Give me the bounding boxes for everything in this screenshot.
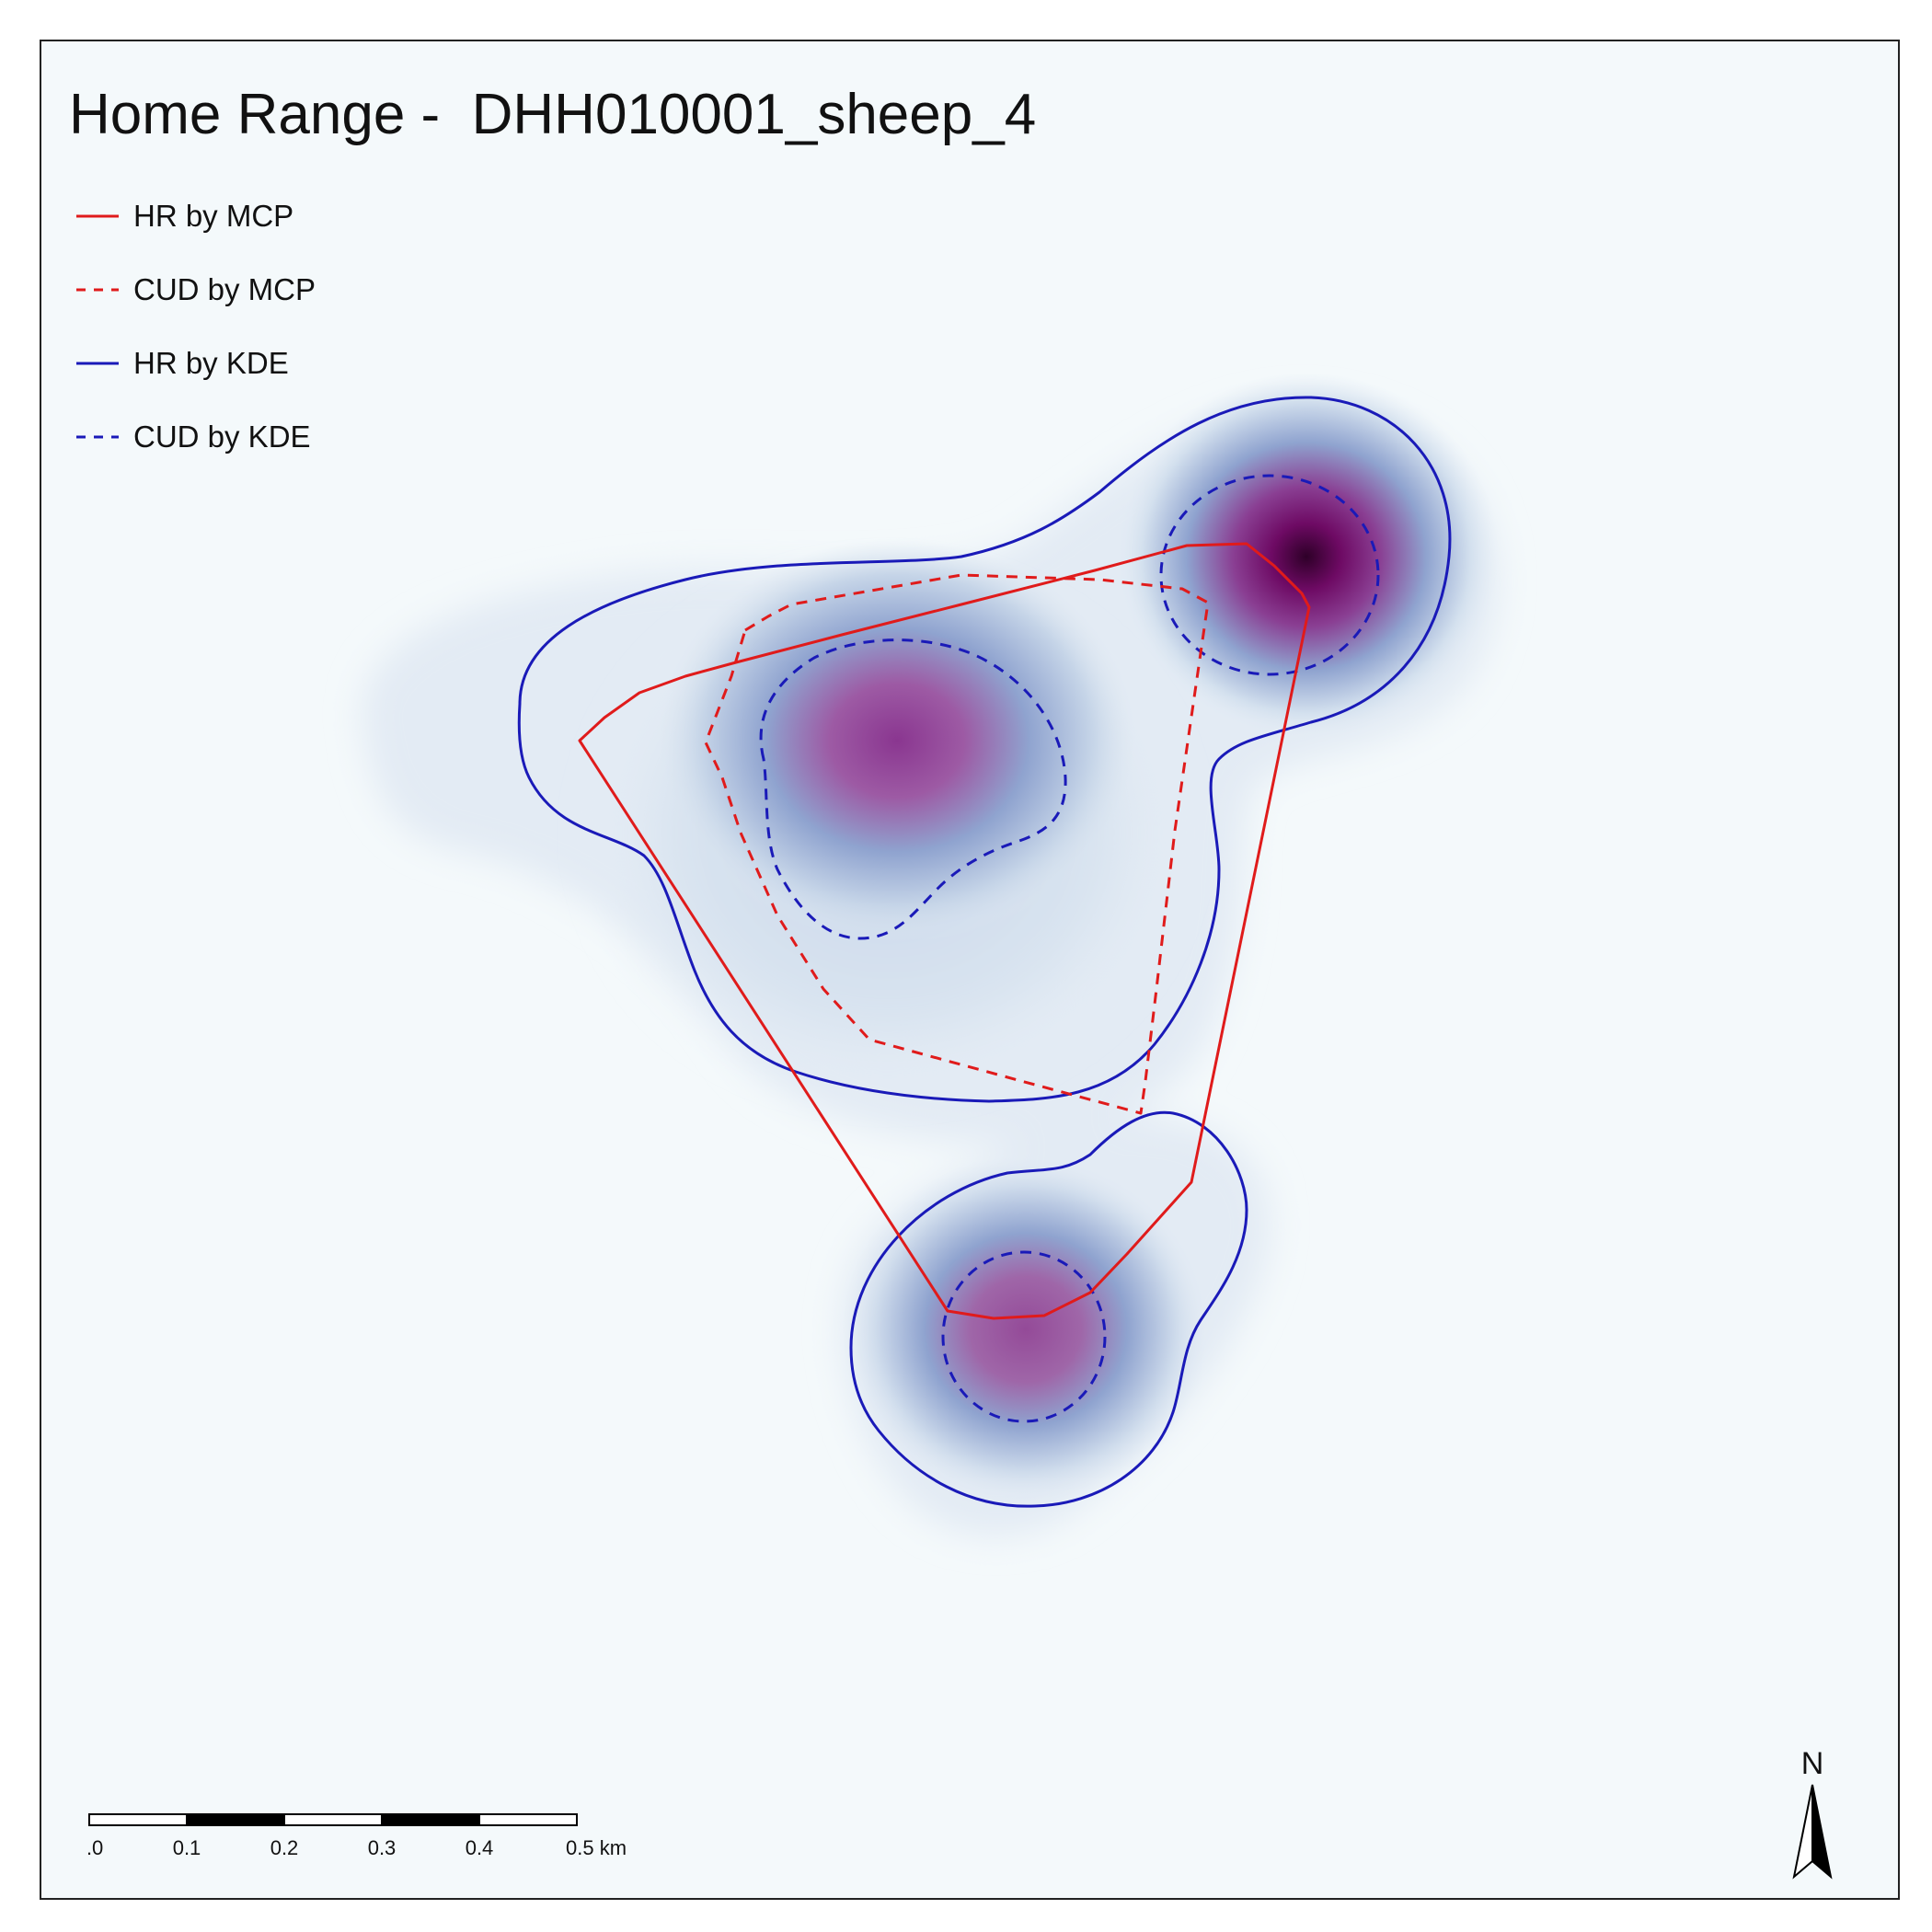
scale-segment-2 bbox=[186, 1813, 285, 1826]
map-canvas[interactable] bbox=[41, 41, 1898, 1898]
legend-label-cud-mcp: CUD by MCP bbox=[133, 272, 316, 306]
legend-swatch-cud-kde bbox=[76, 435, 119, 439]
scale-segment-3 bbox=[283, 1813, 383, 1826]
north-arrow-icon: N bbox=[1792, 1746, 1833, 1880]
scale-tick-label: 0.4 bbox=[466, 1836, 494, 1859]
density-peak-northeast bbox=[1113, 373, 1500, 741]
north-arrow-label: N bbox=[1801, 1746, 1824, 1781]
scale-tick-label: 0.0 bbox=[87, 1836, 103, 1859]
cud-kde-west-polygon[interactable] bbox=[759, 638, 1067, 940]
hr-mcp-polygon[interactable] bbox=[578, 542, 1311, 1320]
legend-label-cud-kde: CUD by KDE bbox=[133, 420, 311, 454]
hr-kde-south-polygon[interactable] bbox=[849, 1110, 1248, 1508]
density-peak-south bbox=[842, 1155, 1210, 1504]
cud-kde-northeast-polygon[interactable] bbox=[1159, 474, 1380, 676]
north-arrow-left-half bbox=[1792, 1784, 1813, 1880]
cud-mcp-polygon[interactable] bbox=[704, 573, 1210, 1115]
legend-item-hr-kde: HR by KDE bbox=[76, 327, 316, 400]
scale-segment-1 bbox=[88, 1813, 188, 1826]
legend-item-cud-mcp: CUD by MCP bbox=[76, 253, 316, 327]
north-arrow-right-half bbox=[1811, 1784, 1833, 1880]
legend-item-cud-kde: CUD by KDE bbox=[76, 400, 316, 474]
scale-tick-label: 0.3 bbox=[368, 1836, 397, 1859]
hr-kde-north-polygon[interactable] bbox=[517, 396, 1452, 1103]
scale-tick-label: 0.2 bbox=[270, 1836, 299, 1859]
scale-segment-5 bbox=[478, 1813, 578, 1826]
legend-item-hr-mcp: HR by MCP bbox=[76, 179, 316, 253]
scale-tick-label: 0.5 km bbox=[566, 1836, 627, 1859]
legend-swatch-cud-mcp bbox=[76, 288, 119, 292]
scale-tick-label: 0.1 bbox=[173, 1836, 201, 1859]
legend-label-hr-kde: HR by KDE bbox=[133, 346, 289, 380]
legend-label-hr-mcp: HR by MCP bbox=[133, 199, 294, 233]
map-title: Home Range - DHH010001_sheep_4 bbox=[69, 83, 1037, 146]
density-peak-west bbox=[658, 538, 1136, 943]
kernel-density-layer bbox=[362, 373, 1500, 1537]
legend-swatch-hr-mcp bbox=[76, 214, 119, 218]
map-frame: Home Range - DHH010001_sheep_4 HR by MCP… bbox=[40, 40, 1900, 1900]
cud-kde-south-polygon[interactable] bbox=[941, 1250, 1107, 1423]
scale-bar: 0.0 0.1 0.2 0.3 0.4 0.5 km bbox=[87, 1813, 627, 1859]
scale-segment-4 bbox=[381, 1813, 480, 1826]
legend: HR by MCP CUD by MCP HR by KDE CUD by KD… bbox=[76, 179, 316, 474]
legend-swatch-hr-kde bbox=[76, 362, 119, 365]
